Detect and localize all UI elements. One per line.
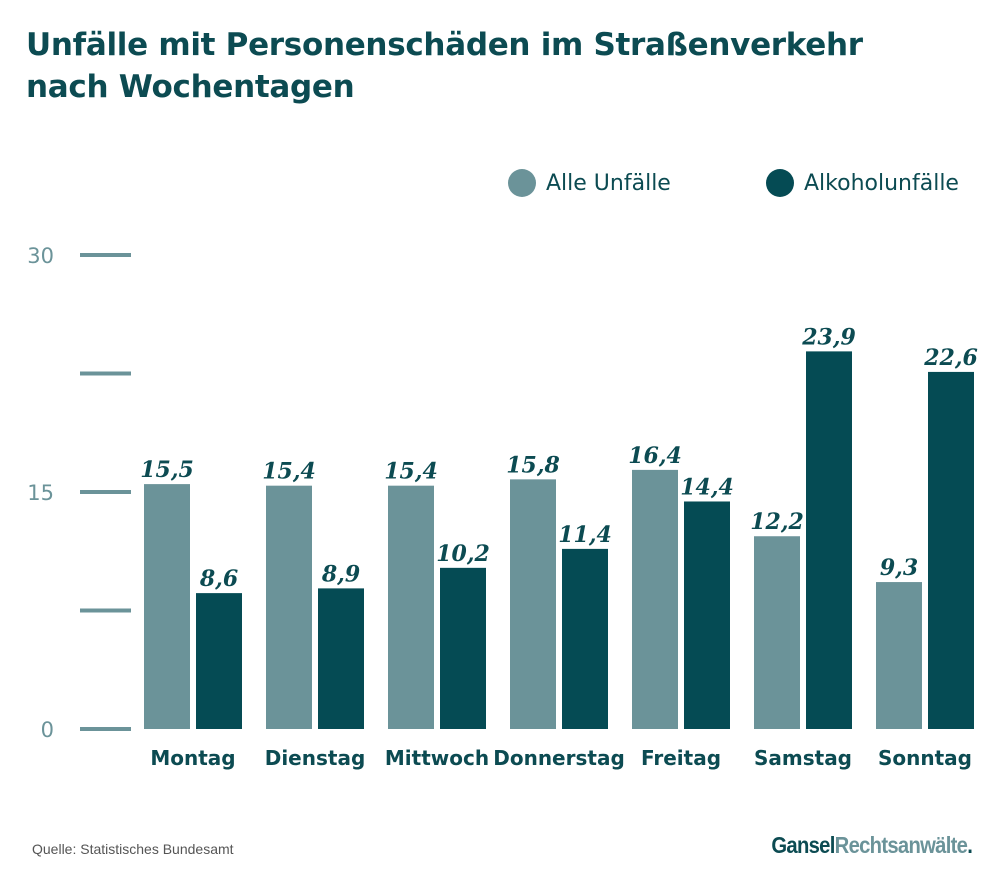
x-label-mittwoch: Mittwoch <box>385 746 489 770</box>
data-label-samstag-1: 23,9 <box>801 324 856 350</box>
data-label-dienstag-0: 15,4 <box>262 459 316 485</box>
bar-freitag-1 <box>684 501 730 729</box>
legend-swatch-alle-unfaelle <box>508 169 536 197</box>
y-tick-label-2: 15 <box>27 481 54 505</box>
data-label-donnerstag-0: 15,8 <box>506 452 560 478</box>
data-label-samstag-0: 12,2 <box>750 509 804 535</box>
data-label-dienstag-1: 8,9 <box>321 561 360 587</box>
legend-item-alkoholunfaelle: Alkoholunfälle <box>766 168 959 198</box>
bar-mittwoch-1 <box>440 567 486 729</box>
bar-dienstag-0 <box>266 485 312 729</box>
bar-freitag-0 <box>632 469 678 729</box>
brand-logo-part2: Rechtsanwälte <box>834 832 968 858</box>
bar-dienstag-1 <box>318 588 364 729</box>
data-label-mittwoch-1: 10,2 <box>436 541 490 567</box>
bar-chart: 0 15 30 15,5 8,6 Montag 15,4 8,9 Dienstag 15,4 10,… <box>27 244 978 770</box>
chart-title: Unfälle mit Personenschäden im Straßenve… <box>26 27 863 105</box>
bar-samstag-1 <box>806 351 852 729</box>
legend-swatch-alkoholunfaelle <box>766 169 794 197</box>
source-note: Quelle: Statistisches Bundesamt <box>32 841 234 857</box>
x-label-montag: Montag <box>150 746 235 770</box>
data-label-montag-1: 8,6 <box>199 566 238 592</box>
brand-logo: GanselRechtsanwälte. <box>771 832 972 859</box>
data-label-montag-0: 15,5 <box>140 457 194 483</box>
legend: Alle Unfälle Alkoholunfälle <box>508 168 978 198</box>
x-label-donnerstag: Donnerstag <box>493 746 625 770</box>
bar-montag-1 <box>196 593 242 729</box>
y-tick-label-0: 0 <box>41 718 54 742</box>
bar-montag-0 <box>144 484 190 729</box>
bar-donnerstag-0 <box>510 479 556 729</box>
legend-item-alle-unfaelle: Alle Unfälle <box>508 168 671 198</box>
brand-logo-part3: . <box>967 832 973 858</box>
data-label-sonntag-0: 9,3 <box>880 555 918 581</box>
x-label-sonntag: Sonntag <box>878 746 972 770</box>
data-label-mittwoch-0: 15,4 <box>384 459 438 485</box>
legend-label-alkoholunfaelle: Alkoholunfälle <box>804 170 959 196</box>
bar-sonntag-1 <box>928 371 974 729</box>
x-label-dienstag: Dienstag <box>265 746 366 770</box>
data-label-freitag-1: 14,4 <box>680 474 734 500</box>
bar-mittwoch-0 <box>388 485 434 729</box>
data-label-donnerstag-1: 11,4 <box>558 522 612 548</box>
x-label-samstag: Samstag <box>754 746 852 770</box>
legend-label-alle-unfaelle: Alle Unfälle <box>546 170 671 196</box>
bar-sonntag-0 <box>876 582 922 729</box>
data-label-freitag-0: 16,4 <box>628 443 682 469</box>
brand-logo-part1: Gansel <box>771 832 835 858</box>
data-label-sonntag-1: 22,6 <box>923 345 978 371</box>
y-tick-label-4: 30 <box>27 244 54 268</box>
bar-samstag-0 <box>754 536 800 729</box>
bar-donnerstag-1 <box>562 548 608 729</box>
x-label-freitag: Freitag <box>641 746 721 770</box>
